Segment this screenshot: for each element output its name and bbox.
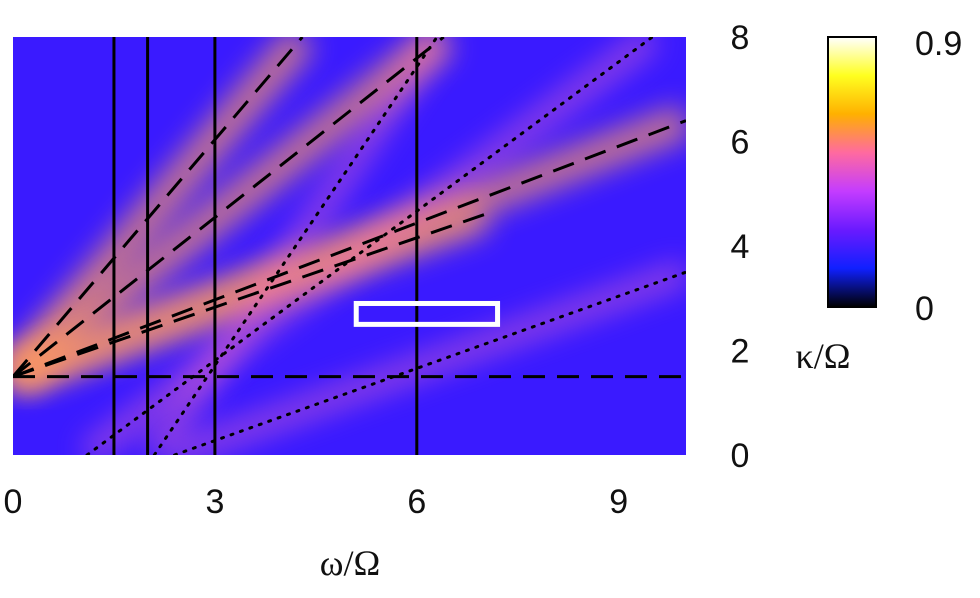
x-axis-ticks: 0 3 6 9 [4,483,629,521]
colorbar-max-label: 0.9 [915,25,962,63]
x-tick-label-1: 3 [205,483,224,521]
y-tick-label-3: 6 [731,124,750,162]
y-tick-label-1: 2 [731,333,750,371]
y-tick-label-0: 0 [731,437,750,475]
y-axis-ticks: 0 2 4 6 8 [731,19,750,475]
y-tick-label-2: 4 [731,228,750,266]
radial-dashed-line-1 [13,37,445,378]
colorbar-min-label: 0 [915,290,934,328]
heatmap-plot-area [13,37,686,455]
colorbar: 0.9 0 [827,25,962,328]
radial-dashed-line-2 [13,119,686,379]
dotted-line-0 [85,37,654,455]
heatmap-overlay-lines [13,37,686,455]
colorbar-scale [827,36,877,308]
highlight-box [353,300,501,327]
y-tick-label-4: 8 [731,19,750,57]
x-tick-label-0: 0 [4,483,23,521]
dotted-line-2 [173,270,686,455]
x-tick-label-2: 6 [407,483,426,521]
radial-dashed-line-0 [13,37,304,378]
dotted-line-1 [152,37,439,455]
radial-dashed-line-3 [13,213,485,379]
x-axis-label: ω/Ω [320,543,380,583]
y-axis-label: κ/Ω [796,336,851,376]
x-tick-label-3: 9 [609,483,628,521]
